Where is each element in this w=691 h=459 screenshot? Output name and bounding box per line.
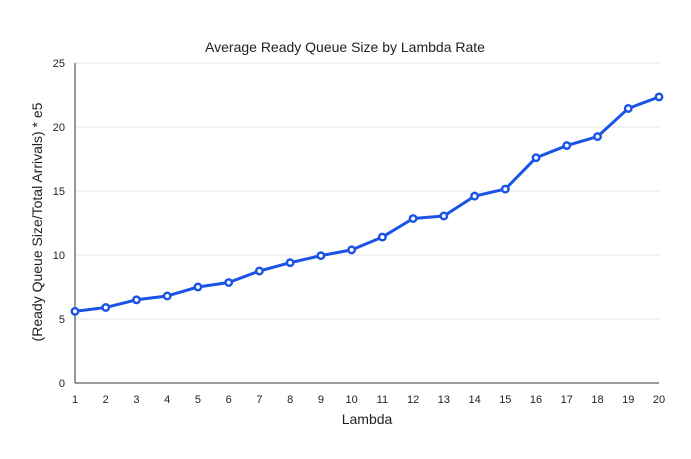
x-tick-label: 11	[377, 394, 388, 406]
data-point	[439, 211, 449, 221]
data-point	[224, 278, 234, 287]
data-point	[654, 92, 664, 102]
x-tick-label: 12	[407, 394, 419, 406]
y-tick-label: 10	[53, 250, 65, 262]
chart-title: Average Ready Queue Size by Lambda Rate	[205, 39, 485, 55]
x-tick-label: 1	[72, 394, 78, 406]
data-point	[254, 266, 264, 276]
data-point	[162, 291, 172, 301]
data-point	[132, 295, 141, 305]
data-point	[623, 103, 633, 113]
data-point	[316, 251, 326, 261]
data-point	[593, 132, 602, 142]
x-axis-label: Lambda	[342, 411, 393, 427]
x-tick-label: 10	[346, 394, 358, 406]
x-tick-label: 14	[468, 394, 480, 406]
y-tick-label: 25	[53, 58, 65, 70]
data-point	[531, 153, 541, 163]
x-tick-label: 17	[561, 394, 573, 406]
axes	[74, 63, 659, 384]
y-tick-label: 15	[53, 186, 65, 198]
x-tick-label: 13	[438, 394, 450, 406]
x-tick-label: 2	[103, 394, 109, 406]
series-line	[73, 95, 661, 313]
y-tick-label: 5	[59, 314, 65, 326]
data-point	[500, 184, 510, 194]
data-point	[101, 303, 111, 312]
x-tick-label: 16	[530, 394, 542, 406]
data-point	[377, 232, 387, 242]
x-tick-label: 5	[195, 394, 201, 406]
data-point	[408, 214, 418, 223]
x-tick-label: 3	[133, 394, 139, 406]
y-tick-label: 20	[53, 122, 65, 134]
y-tick-label: 0	[59, 378, 65, 390]
x-tick-label: 15	[499, 394, 511, 406]
x-tick-label: 4	[164, 394, 170, 406]
data-point	[347, 245, 357, 255]
data-point	[562, 141, 572, 151]
gridlines	[75, 62, 659, 320]
x-tick-label: 19	[622, 394, 634, 406]
data-point	[70, 306, 80, 316]
x-tick-label: 7	[256, 394, 262, 406]
data-point	[285, 258, 295, 268]
data-point	[193, 282, 203, 292]
data-point	[470, 191, 480, 201]
y-axis-label: (Ready Queue Size/Total Arrivals) * e5	[29, 102, 45, 341]
series	[70, 92, 664, 316]
x-tick-label: 9	[318, 394, 324, 406]
x-tick-label: 8	[287, 394, 293, 406]
x-tick-label: 6	[226, 394, 232, 406]
x-tick-label: 18	[591, 394, 603, 406]
x-tick-label: 20	[653, 394, 665, 406]
